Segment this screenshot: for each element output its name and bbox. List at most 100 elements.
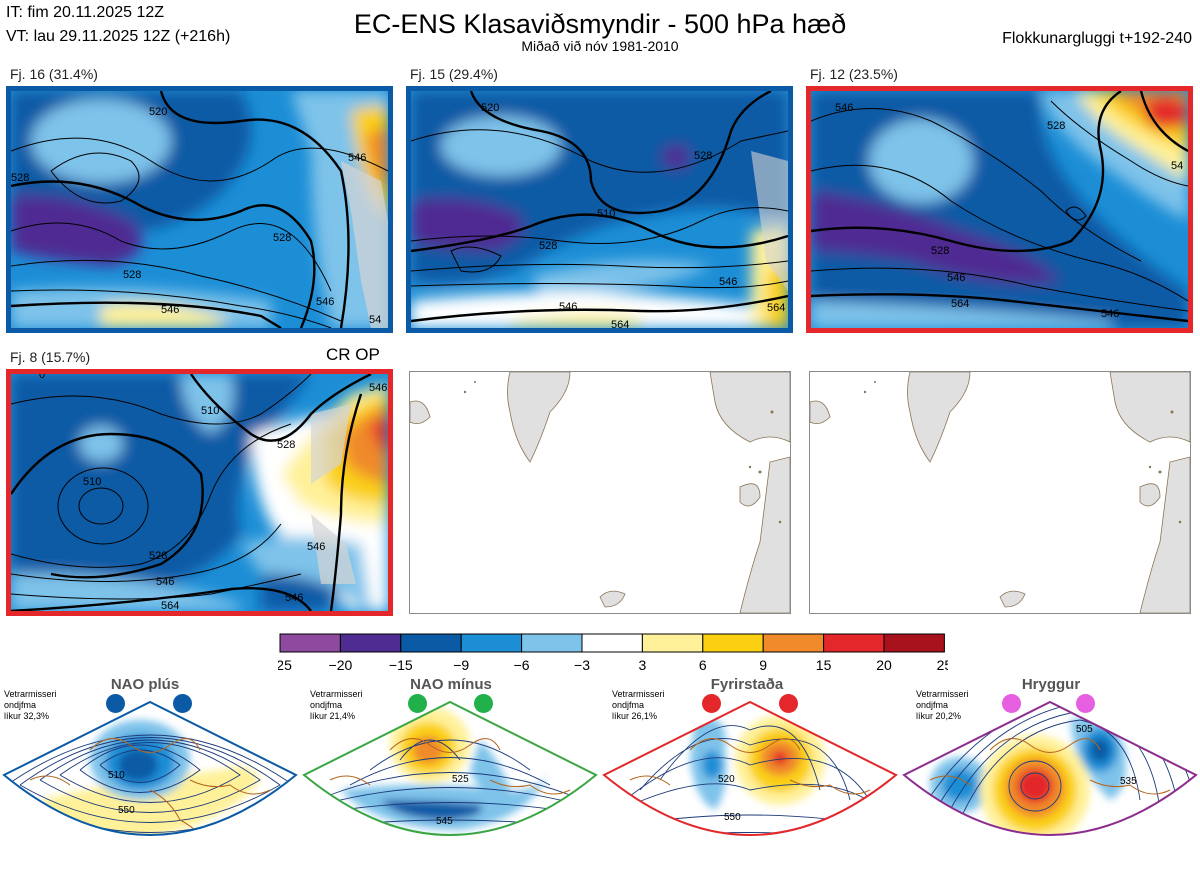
contour-label: 546 xyxy=(161,304,179,316)
contour-label: 546 xyxy=(559,301,577,313)
colorbar-tick-label: 3 xyxy=(639,657,647,673)
colorbar-tick-label: −20 xyxy=(329,657,353,673)
contour-label: 510 xyxy=(597,208,615,220)
regime-4-name: Hryggur xyxy=(1021,676,1081,693)
colorbar-tick-label: 9 xyxy=(759,657,767,673)
contour-label: 564 xyxy=(611,319,629,328)
regime-map-nao-plus: 510 550 xyxy=(2,700,298,836)
contour-label: 528 xyxy=(931,245,949,257)
contour-label: 505 xyxy=(1076,724,1093,735)
chart-subtitle: Miðað við nóv 1981-2010 xyxy=(521,38,679,54)
cluster-map-1: 520 528 528 528 546 546 546 54 xyxy=(6,86,393,333)
regime-3-stats: Vetrarmisseri ondjfma líkur 26,1% xyxy=(612,689,665,721)
contour-label: 546 xyxy=(835,102,853,114)
control-operational-label: CR OP xyxy=(326,345,380,364)
regime-2-name: NAO mínus xyxy=(410,676,492,693)
clustering-window: Flokkunargluggi t+192-240 xyxy=(1002,30,1192,47)
regime-1-dot xyxy=(106,694,125,713)
contour-label: 528 xyxy=(273,232,291,244)
contour-label: 520 xyxy=(718,774,735,785)
regime-2-dot xyxy=(408,694,427,713)
colorbar-segment xyxy=(702,633,764,653)
regime-1-name: NAO plús xyxy=(110,676,180,693)
colorbar-tick-label: 20 xyxy=(876,657,892,673)
regime-map-ridge: 505 535 560 xyxy=(902,700,1198,845)
colorbar-tick-label: 25 xyxy=(937,657,948,673)
regime-1-dot xyxy=(173,694,192,713)
contour-label: 528 xyxy=(11,172,29,184)
regime-4-stats: Vetrarmisseri ondjfma líkur 20,2% xyxy=(916,689,969,721)
contour-label: 546 xyxy=(348,152,366,164)
valid-time: VT: lau 29.11.2025 12Z (+216h) xyxy=(6,28,231,45)
regime-3-dot xyxy=(702,694,721,713)
colorbar-segment xyxy=(521,633,583,653)
chart-title: EC-ENS Klasaviðsmyndir - 500 hPa hæð xyxy=(353,9,847,39)
cluster-map-4: 510 510 528 546 564 528 546 546 546 0 xyxy=(6,369,393,616)
anomaly-colorbar: −25 −20 −15 −9 −6 −3 3 6 9 15 20 25 xyxy=(278,633,948,673)
contour-label: 546 xyxy=(947,272,965,284)
cluster-map-2: 520 528 510 528 546 546 564 564 xyxy=(406,86,793,333)
contour-label: 564 xyxy=(951,298,969,310)
cluster-map-3: 546 528 528 546 564 546 54 xyxy=(806,86,1193,333)
contour-label: 528 xyxy=(694,150,712,162)
colorbar-tick-label: −9 xyxy=(453,657,469,673)
regime-4-dot xyxy=(1002,694,1021,713)
contour-label: 564 xyxy=(161,600,179,611)
regime-map-blocking: 520 550 560 xyxy=(602,700,898,836)
contour-label: 528 xyxy=(539,240,557,252)
colorbar-segment xyxy=(883,633,945,653)
colorbar-tick-label: −3 xyxy=(574,657,590,673)
colorbar-tick-label: −6 xyxy=(514,657,530,673)
colorbar-tick-label: 6 xyxy=(699,657,707,673)
contour-label: 510 xyxy=(108,770,125,781)
contour-label: 535 xyxy=(1120,776,1137,787)
cluster-2-label: Fj. 15 (29.4%) xyxy=(410,66,498,82)
contour-label: 546 xyxy=(156,576,174,588)
empty-map-6 xyxy=(809,371,1191,614)
colorbar-tick-label: −25 xyxy=(278,657,292,673)
contour-label: 545 xyxy=(436,816,453,827)
contour-label: 546 xyxy=(1101,308,1119,320)
colorbar-segment xyxy=(762,633,825,653)
contour-label: 510 xyxy=(83,476,101,488)
empty-map-5 xyxy=(409,371,791,614)
initial-time: IT: fim 20.11.2025 12Z xyxy=(6,4,165,21)
contour-label: 560 xyxy=(1092,834,1109,845)
regime-map-nao-minus: 525 545 565 xyxy=(302,700,598,861)
contour-label: 520 xyxy=(149,106,167,118)
contour-label: 520 xyxy=(481,102,499,114)
colorbar-segment xyxy=(339,633,402,653)
contour-label: 550 xyxy=(118,805,135,816)
contour-label: 54 xyxy=(1171,160,1183,172)
colorbar-tick-label: 15 xyxy=(816,657,832,673)
colorbar-segment xyxy=(460,633,523,653)
cluster-4-label: Fj. 8 (15.7%) xyxy=(10,349,91,365)
contour-label: 54 xyxy=(369,314,381,326)
cluster-1-label: Fj. 16 (31.4%) xyxy=(10,66,98,82)
cluster-3-label: Fj. 12 (23.5%) xyxy=(810,66,898,82)
contour-label: 528 xyxy=(149,550,167,562)
regime-3-name: Fyrirstaða xyxy=(710,676,784,693)
regime-3-dot xyxy=(779,694,798,713)
colorbar-tick-label: −15 xyxy=(389,657,413,673)
regime-2-stats: Vetrarmisseri ondjfma líkur 21,4% xyxy=(310,689,363,721)
regime-4-dot xyxy=(1076,694,1095,713)
contour-label: 510 xyxy=(201,405,219,417)
contour-label: 564 xyxy=(767,302,785,314)
regime-1-stats: Vetrarmisseri ondjfma líkur 32,3% xyxy=(4,689,57,721)
contour-label: 546 xyxy=(307,541,325,553)
contour-label: 546 xyxy=(285,592,303,604)
colorbar-segment xyxy=(581,633,643,653)
colorbar-segment xyxy=(279,633,341,653)
contour-label: 546 xyxy=(719,276,737,288)
contour-label: 565 xyxy=(445,850,462,861)
colorbar-segment xyxy=(641,633,704,653)
contour-label: 528 xyxy=(277,439,295,451)
contour-label: 546 xyxy=(316,296,334,308)
regime-2-dot xyxy=(474,694,493,713)
colorbar-segment xyxy=(823,633,885,653)
contour-label: 525 xyxy=(452,774,469,785)
contour-label: 550 xyxy=(724,812,741,823)
contour-label: 528 xyxy=(123,269,141,281)
contour-label: 0 xyxy=(39,374,45,381)
